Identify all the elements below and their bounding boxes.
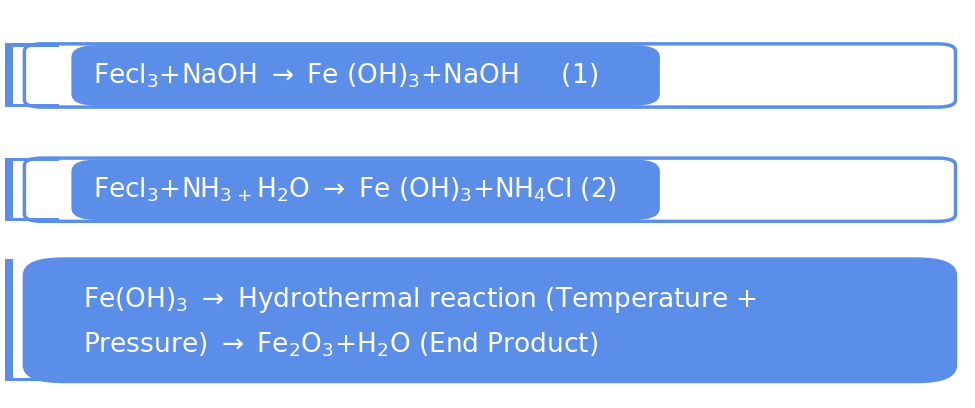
Text: Fe(OH)$_3$ $\rightarrow$ Hydrothermal reaction (Temperature +: Fe(OH)$_3$ $\rightarrow$ Hydrothermal re… (83, 285, 757, 315)
FancyBboxPatch shape (24, 44, 956, 107)
Bar (5, 43, 58, 47)
Bar (5, 104, 58, 107)
Bar (5, 157, 58, 161)
FancyBboxPatch shape (24, 259, 956, 381)
Text: Fecl$_3$+NaOH $\rightarrow$ Fe (OH)$_3$+NaOH     (1): Fecl$_3$+NaOH $\rightarrow$ Fe (OH)$_3$+… (93, 61, 598, 90)
Bar (5, 378, 73, 381)
Text: Pressure) $\rightarrow$ Fe$_2$O$_3$+H$_2$O (End Product): Pressure) $\rightarrow$ Fe$_2$O$_3$+H$_2… (83, 330, 598, 359)
Text: Fecl$_3$+NH$_3$$_+$H$_2$O $\rightarrow$ Fe (OH)$_3$+NH$_4$Cl (2): Fecl$_3$+NH$_3$$_+$H$_2$O $\rightarrow$ … (93, 175, 616, 204)
Bar (5, 44, 13, 107)
Bar (5, 218, 58, 221)
FancyBboxPatch shape (24, 158, 956, 221)
FancyBboxPatch shape (73, 47, 658, 104)
Bar (5, 259, 13, 381)
Bar (5, 158, 13, 221)
FancyBboxPatch shape (73, 161, 658, 218)
